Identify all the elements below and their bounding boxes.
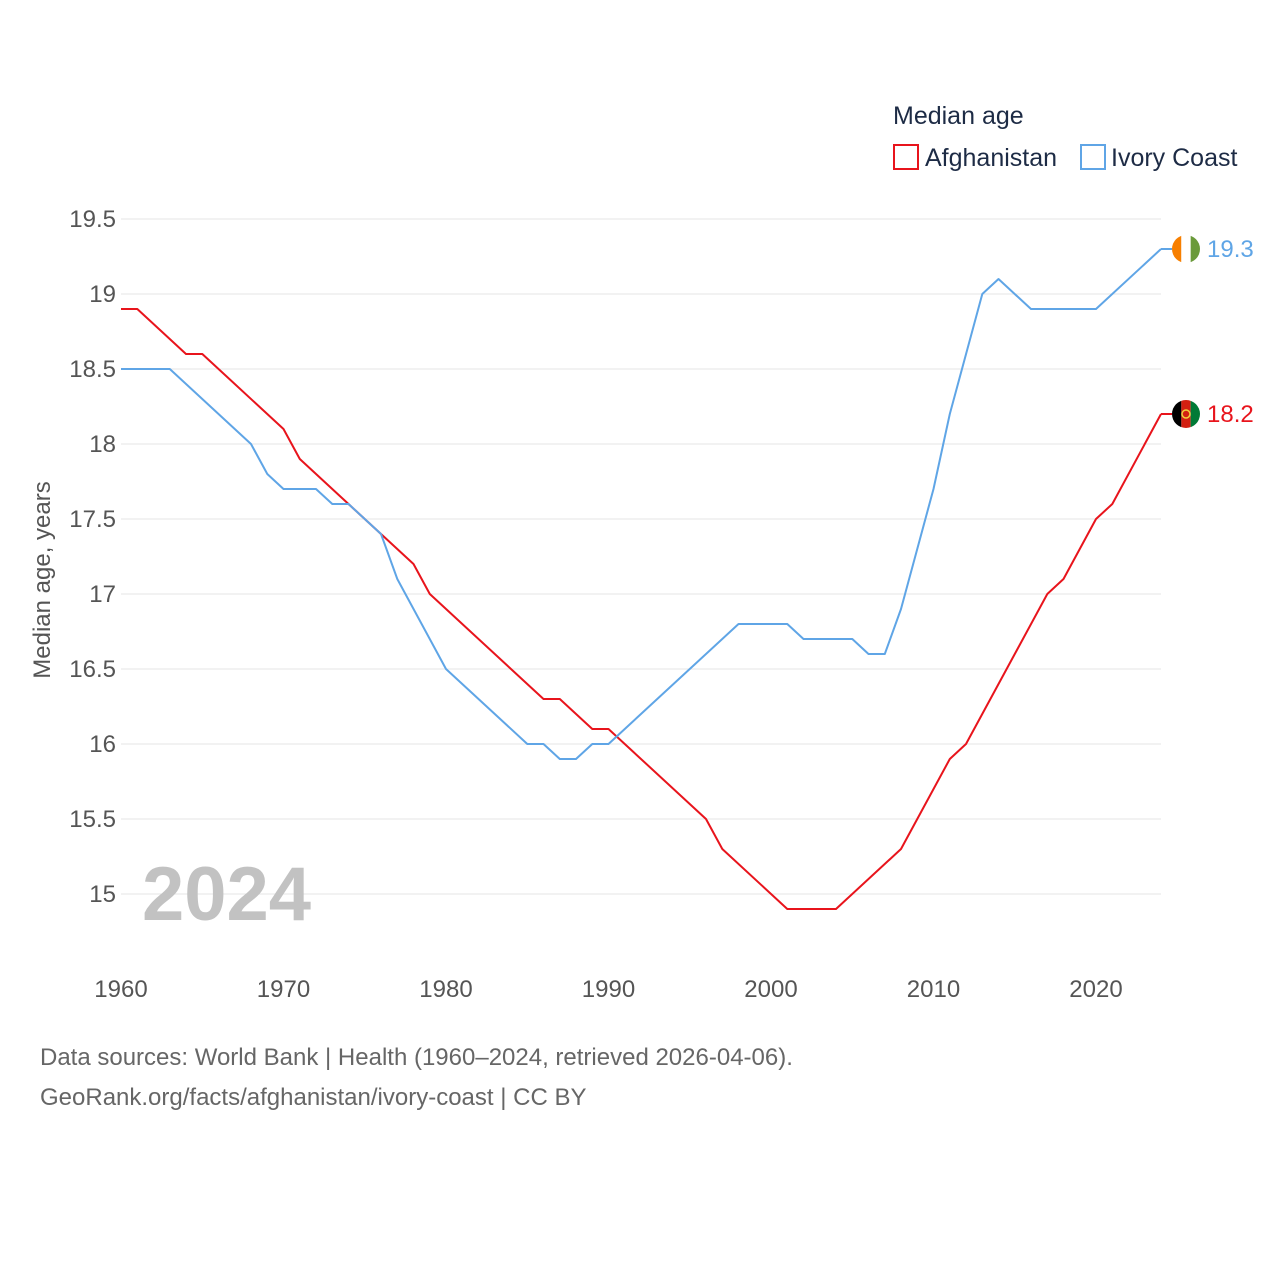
y-tick-label: 15 xyxy=(89,881,116,908)
x-tick-label: 2010 xyxy=(907,976,960,1003)
y-axis-title: Median age, years xyxy=(29,481,56,678)
y-tick-label: 16.5 xyxy=(69,656,116,683)
x-tick-label: 1990 xyxy=(582,976,635,1003)
afghanistan-flag-icon xyxy=(1172,400,1200,428)
grid-lines xyxy=(121,218,1161,895)
data-sources-note: Data sources: World Bank | Health (1960–… xyxy=(40,1044,793,1071)
legend-item-ivory-coast[interactable]: Ivory Coast xyxy=(1080,144,1237,172)
y-tick-labels: 15 15.5 16 16.5 17 17.5 18 18.5 19 19.5 xyxy=(69,206,116,908)
y-tick-label: 16 xyxy=(89,731,116,758)
series-line-ivory-coast[interactable] xyxy=(121,248,1162,760)
x-tick-label: 2020 xyxy=(1069,976,1122,1003)
series-lines xyxy=(121,248,1162,910)
legend-swatch-afghanistan xyxy=(893,144,919,170)
legend-label-afghanistan: Afghanistan xyxy=(925,144,1057,172)
legend-title: Median age xyxy=(893,102,1024,130)
y-tick-label: 18 xyxy=(89,431,116,458)
legend-item-afghanistan[interactable]: Afghanistan xyxy=(893,144,1057,172)
y-tick-label: 17 xyxy=(89,581,116,608)
legend-label-ivory-coast: Ivory Coast xyxy=(1111,144,1237,172)
end-value-label-ivory-coast: 19.3 xyxy=(1207,236,1254,263)
end-markers: 18.2 19.3 xyxy=(1161,235,1254,428)
x-tick-label: 1980 xyxy=(419,976,472,1003)
y-tick-label: 19 xyxy=(89,281,116,308)
y-tick-label: 17.5 xyxy=(69,506,116,533)
year-watermark: 2024 xyxy=(142,852,311,937)
end-value-label-afghanistan: 18.2 xyxy=(1207,401,1254,428)
y-tick-label: 15.5 xyxy=(69,806,116,833)
legend-swatch-ivory-coast xyxy=(1080,144,1106,170)
source-url-license: GeoRank.org/facts/afghanistan/ivory-coas… xyxy=(40,1084,587,1111)
x-tick-label: 1970 xyxy=(257,976,310,1003)
series-line-afghanistan[interactable] xyxy=(121,308,1162,910)
legend: Median age Afghanistan Ivory Coast xyxy=(893,102,1237,172)
y-tick-label: 18.5 xyxy=(69,356,116,383)
x-tick-labels: 1960 1970 1980 1990 2000 2010 2020 xyxy=(94,976,1122,1003)
y-tick-label: 19.5 xyxy=(69,206,116,233)
x-tick-label: 2000 xyxy=(744,976,797,1003)
x-tick-label: 1960 xyxy=(94,976,147,1003)
ivory-coast-flag-icon xyxy=(1172,235,1200,263)
